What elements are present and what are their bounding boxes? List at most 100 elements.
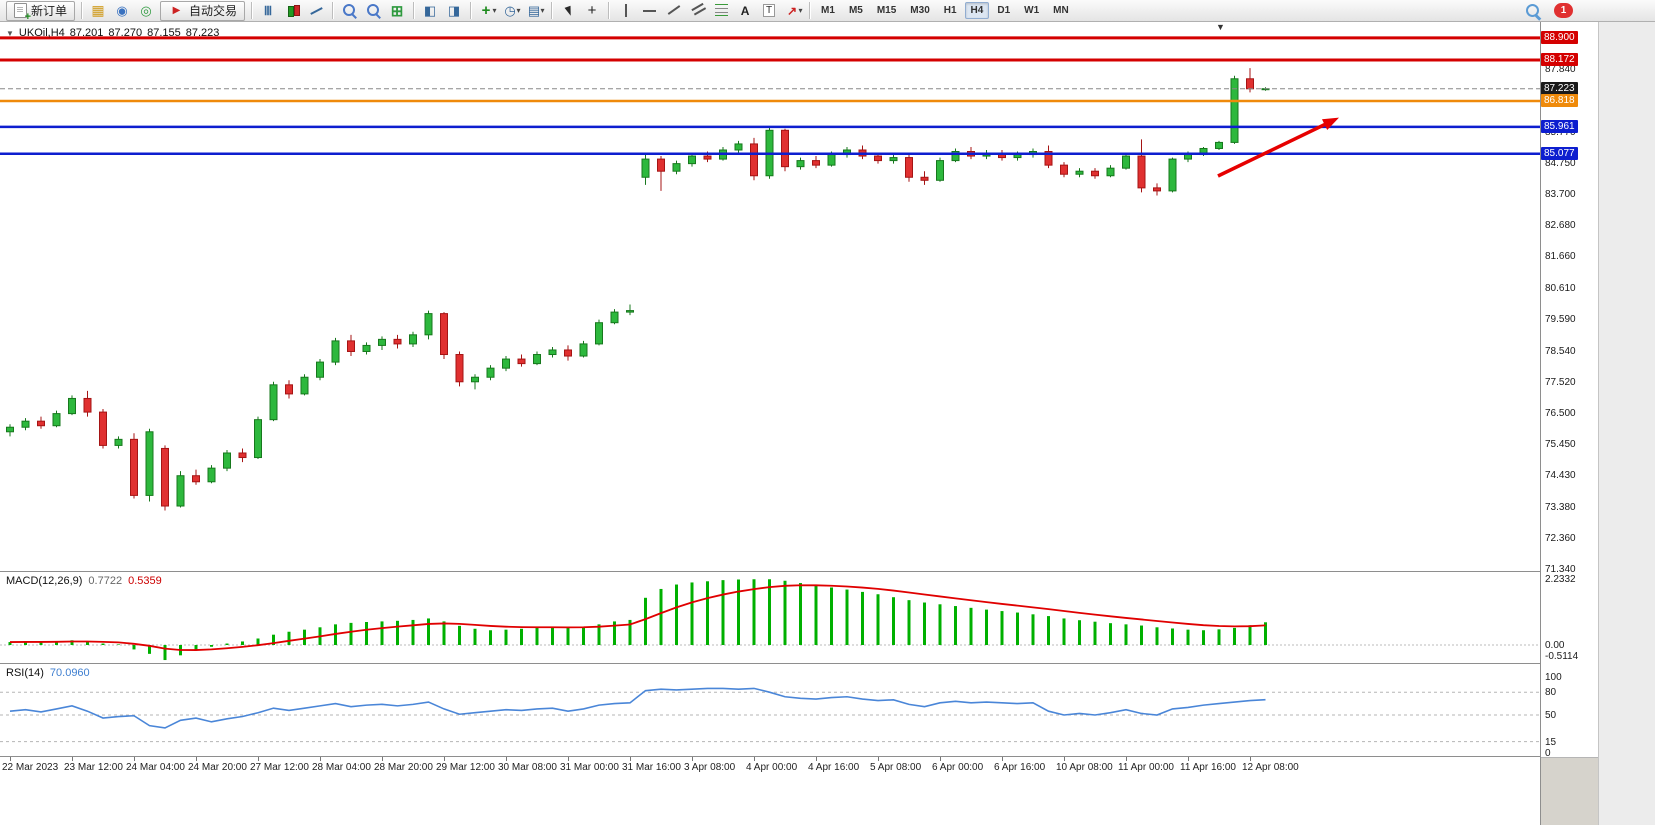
time-axis[interactable] xyxy=(0,757,1540,825)
timeframe-d1-button[interactable]: D1 xyxy=(997,5,1011,16)
toolbar-separator xyxy=(413,2,415,19)
horizontal-line-tool[interactable] xyxy=(638,1,660,21)
zoom-in-button[interactable] xyxy=(338,1,360,21)
rsi-label: RSI(14) 70.0960 xyxy=(6,667,90,679)
trendline-icon xyxy=(665,2,682,19)
price-scale[interactable] xyxy=(1540,22,1598,825)
timeframe-h4-button[interactable]: H4 xyxy=(964,2,990,19)
chart-marker-icon: ▼ xyxy=(6,28,14,38)
label-tool[interactable] xyxy=(758,1,780,21)
crosshair-tool-button[interactable] xyxy=(581,1,603,21)
templates-button[interactable]: ▾ xyxy=(524,1,546,21)
chart-high-value: 87.270 xyxy=(108,27,143,39)
timeframe-m5-button[interactable]: M5 xyxy=(848,5,863,16)
fibonacci-tool[interactable] xyxy=(710,1,732,21)
toolbar-separator xyxy=(809,2,811,19)
window-right-margin xyxy=(1598,22,1655,825)
chart-open-value: 87.201 xyxy=(69,27,104,39)
macd-signal-value: 0.5359 xyxy=(128,575,162,587)
timeframe-w1-button[interactable]: W1 xyxy=(1024,5,1040,16)
text-tool[interactable] xyxy=(734,1,756,21)
toolbar-right: 1 xyxy=(1524,2,1573,20)
dropdown-caret-icon[interactable]: ▾ xyxy=(492,6,497,15)
arrows-tool[interactable]: ▾ xyxy=(782,1,804,21)
clock-icon xyxy=(502,2,519,19)
timeframe-m15-button[interactable]: M15 xyxy=(876,5,897,16)
chart-template-icon xyxy=(526,2,543,19)
terminal-button[interactable] xyxy=(135,1,157,21)
notification-badge[interactable]: 1 xyxy=(1554,3,1573,18)
timeframe-mn-button[interactable]: MN xyxy=(1053,5,1069,16)
autotrading-button[interactable]: 自动交易 xyxy=(160,0,246,21)
horizontal-line-icon xyxy=(641,2,658,19)
text-label-icon xyxy=(761,2,778,19)
market-watch-button[interactable] xyxy=(87,1,109,21)
candlestick-chart-icon xyxy=(284,2,301,19)
dropdown-caret-icon[interactable]: ▾ xyxy=(540,6,545,15)
search-icon[interactable] xyxy=(1524,2,1542,20)
zoom-out-button[interactable] xyxy=(362,1,384,21)
rsi-pane[interactable] xyxy=(0,664,1540,757)
cursor-tool-button[interactable] xyxy=(557,1,579,21)
toolbar-separator xyxy=(81,2,83,19)
auto-scroll-icon xyxy=(422,2,439,19)
dropdown-caret-icon[interactable]: ▾ xyxy=(798,6,803,15)
chart-shift-marker-icon: ▼ xyxy=(1216,22,1225,32)
new-order-button-label: 新订单 xyxy=(31,4,68,18)
toolbar-separator xyxy=(551,2,553,19)
toolbar: 新订单 自动交易 ▾ ▾ ▾ ▾ M1 M5 M15 M30 H1 H4 D1 W1 MN 1 xyxy=(0,0,1655,23)
vertical-line-icon xyxy=(617,2,634,19)
toolbar-separator xyxy=(470,2,472,19)
macd-name: MACD(12,26,9) xyxy=(6,575,83,587)
autotrading-button-label: 自动交易 xyxy=(189,4,238,18)
cursor-icon xyxy=(560,2,577,19)
macd-label: MACD(12,26,9) 0.7722 0.5359 xyxy=(6,575,162,587)
trendline-tool[interactable] xyxy=(662,1,684,21)
zoom-in-icon xyxy=(341,2,358,19)
line-chart-mode-button[interactable] xyxy=(305,1,327,21)
dropdown-caret-icon[interactable]: ▾ xyxy=(516,6,521,15)
rsi-name: RSI(14) xyxy=(6,667,44,679)
rsi-value: 70.0960 xyxy=(49,667,90,679)
periods-button[interactable]: ▾ xyxy=(500,1,522,21)
text-icon xyxy=(737,2,754,19)
terminal-icon xyxy=(138,2,155,19)
chart-shift-button[interactable] xyxy=(443,1,465,21)
macd-pane[interactable] xyxy=(0,572,1540,664)
chart-low-value: 87.155 xyxy=(147,27,181,39)
bar-chart-mode-button[interactable] xyxy=(257,1,279,21)
chart-shift-icon xyxy=(446,2,463,19)
chart-ohlc-header: ▼ UKOil,H4 87.201 87.270 87.155 87.223 xyxy=(6,27,219,39)
main-chart-pane[interactable] xyxy=(0,22,1540,572)
channel-tool[interactable] xyxy=(686,1,708,21)
timeframe-m30-button[interactable]: M30 xyxy=(910,5,930,16)
timeframe-m1-button[interactable]: M1 xyxy=(821,5,835,16)
vertical-line-tool[interactable] xyxy=(614,1,636,21)
tile-windows-button[interactable] xyxy=(386,1,408,21)
candle-chart-mode-button[interactable] xyxy=(281,1,303,21)
bar-chart-icon xyxy=(260,2,277,19)
new-order-icon xyxy=(14,3,31,23)
crosshair-icon xyxy=(584,2,601,19)
timeframe-h1-button[interactable]: H1 xyxy=(943,5,957,16)
tile-windows-icon xyxy=(389,2,406,19)
navigator-icon xyxy=(114,2,131,19)
channel-icon xyxy=(689,2,706,19)
zoom-out-icon xyxy=(365,2,382,19)
market-watch-icon xyxy=(90,2,107,19)
indicators-button[interactable]: ▾ xyxy=(476,1,498,21)
arrow-objects-icon xyxy=(784,2,801,19)
autotrading-icon xyxy=(168,2,185,19)
new-order-button[interactable]: 新订单 xyxy=(6,0,76,23)
add-indicator-icon xyxy=(478,2,495,19)
toolbar-separator xyxy=(608,2,610,19)
line-chart-icon xyxy=(308,2,325,19)
toolbar-separator xyxy=(251,2,253,19)
fibonacci-icon xyxy=(713,2,730,19)
chart-symbol-period: UKOil,H4 xyxy=(18,27,65,39)
auto-scroll-button[interactable] xyxy=(419,1,441,21)
macd-main-value: 0.7722 xyxy=(88,575,123,587)
navigator-button[interactable] xyxy=(111,1,133,21)
scale-corner xyxy=(1541,757,1598,825)
